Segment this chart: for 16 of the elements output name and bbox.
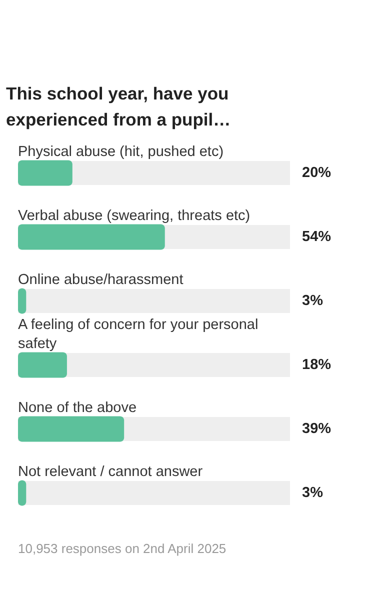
- data-label: 18%: [302, 357, 332, 373]
- y-tick-label: Physical abuse (hit, pushed etc): [18, 144, 224, 160]
- data-label: 3%: [302, 293, 324, 309]
- data-label: 39%: [302, 421, 332, 437]
- y-tick-label: A feeling of concern for your personal safety: [18, 317, 258, 352]
- y-tick-label: Verbal abuse (swearing, threats etc): [18, 208, 250, 224]
- data-label: 3%: [302, 485, 324, 501]
- y-tick-label: Not relevant / cannot answer: [18, 464, 203, 480]
- bar: [18, 160, 72, 186]
- data-label: 54%: [302, 229, 332, 245]
- text: 10,953 responses on 2nd April 2025: [18, 541, 226, 556]
- data-label: 20%: [302, 165, 332, 181]
- y-tick-label: Online abuse/harassment: [18, 272, 184, 288]
- y-tick-label: None of the above: [18, 400, 137, 416]
- chart-title: This school year, have you experienced from a pupil…: [6, 84, 231, 130]
- bar: [18, 352, 67, 378]
